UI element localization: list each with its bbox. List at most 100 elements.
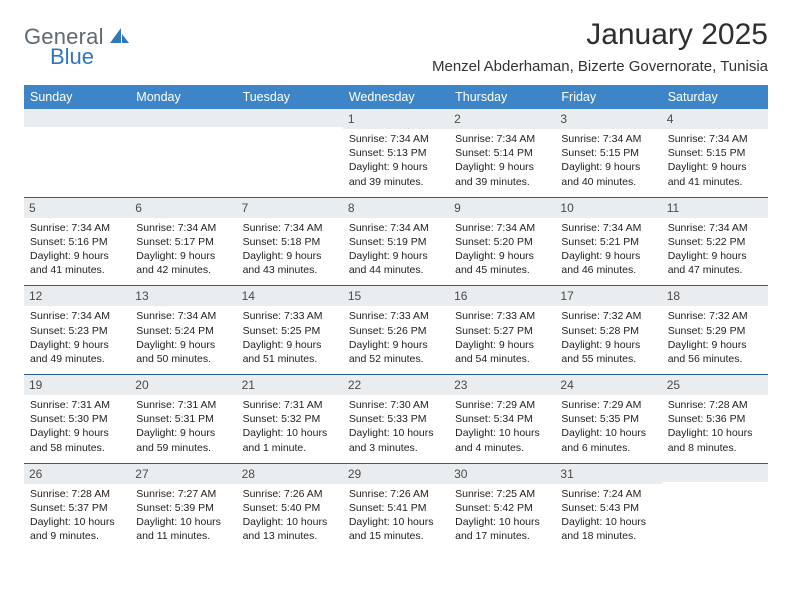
weekday-header: Friday (555, 85, 661, 109)
calendar-page: General Blue January 2025 Menzel Abderha… (0, 0, 792, 551)
sunset-text: Sunset: 5:31 PM (136, 412, 230, 426)
sunrise-text: Sunrise: 7:33 AM (243, 309, 337, 323)
day-number: 12 (24, 286, 130, 306)
day-details: Sunrise: 7:31 AMSunset: 5:32 PMDaylight:… (243, 398, 337, 455)
sunrise-text: Sunrise: 7:31 AM (243, 398, 337, 412)
sunrise-text: Sunrise: 7:29 AM (561, 398, 655, 412)
calendar-cell: 11Sunrise: 7:34 AMSunset: 5:22 PMDayligh… (662, 197, 768, 286)
daylight-text: Daylight: 9 hours and 55 minutes. (561, 338, 655, 366)
day-number: 25 (662, 375, 768, 395)
sunset-text: Sunset: 5:41 PM (349, 501, 443, 515)
sunset-text: Sunset: 5:32 PM (243, 412, 337, 426)
sunset-text: Sunset: 5:18 PM (243, 235, 337, 249)
calendar-cell: 21 Sunrise: 7:31 AMSunset: 5:32 PMDayligh… (237, 375, 343, 464)
sunrise-text: Sunrise: 7:31 AM (30, 398, 124, 412)
daylight-text: Daylight: 9 hours and 41 minutes. (668, 160, 762, 188)
day-number: 28 (237, 464, 343, 484)
day-number: 2 (449, 109, 555, 129)
logo-text-blue: Blue (50, 44, 94, 70)
calendar-cell: 18 Sunrise: 7:32 AMSunset: 5:29 PMDayligh… (662, 286, 768, 375)
sunset-text: Sunset: 5:19 PM (349, 235, 443, 249)
calendar-row: 5Sunrise: 7:34 AMSunset: 5:16 PMDaylight… (24, 197, 768, 286)
day-details: Sunrise: 7:34 AMSunset: 5:14 PMDaylight:… (455, 132, 549, 189)
calendar-cell: 10Sunrise: 7:34 AMSunset: 5:21 PMDayligh… (555, 197, 661, 286)
sunset-text: Sunset: 5:37 PM (30, 501, 124, 515)
daylight-text: Daylight: 9 hours and 49 minutes. (30, 338, 124, 366)
day-details: Sunrise: 7:34 AMSunset: 5:15 PMDaylight:… (668, 132, 762, 189)
calendar-cell (237, 109, 343, 197)
calendar-row: 1Sunrise: 7:34 AMSunset: 5:13 PMDaylight… (24, 109, 768, 197)
calendar-cell: 23Sunrise: 7:29 AMSunset: 5:34 PMDayligh… (449, 375, 555, 464)
calendar-cell: 30 Sunrise: 7:25 AMSunset: 5:42 PMDayligh… (449, 463, 555, 551)
sunset-text: Sunset: 5:30 PM (30, 412, 124, 426)
day-details: Sunrise: 7:34 AMSunset: 5:20 PMDaylight:… (455, 221, 549, 278)
day-details: Sunrise: 7:31 AMSunset: 5:31 PMDaylight:… (136, 398, 230, 455)
calendar-cell: 12 Sunrise: 7:34 AMSunset: 5:23 PMDayligh… (24, 286, 130, 375)
sunset-text: Sunset: 5:40 PM (243, 501, 337, 515)
sunset-text: Sunset: 5:17 PM (136, 235, 230, 249)
calendar-cell: 1 Sunrise: 7:34 AMSunset: 5:13 PMDaylight… (343, 109, 449, 197)
day-details: Sunrise: 7:32 AMSunset: 5:29 PMDaylight:… (668, 309, 762, 366)
day-number: 1 (343, 109, 449, 129)
sunrise-text: Sunrise: 7:28 AM (668, 398, 762, 412)
day-number: 26 (24, 464, 130, 484)
sunset-text: Sunset: 5:23 PM (30, 324, 124, 338)
sunset-text: Sunset: 5:25 PM (243, 324, 337, 338)
sunrise-text: Sunrise: 7:33 AM (455, 309, 549, 323)
title-block: January 2025 Menzel Abderhaman, Bizerte … (432, 18, 768, 75)
sunset-text: Sunset: 5:13 PM (349, 146, 443, 160)
daylight-text: Daylight: 10 hours and 11 minutes. (136, 515, 230, 543)
sunrise-text: Sunrise: 7:34 AM (30, 221, 124, 235)
day-details: Sunrise: 7:26 AMSunset: 5:41 PMDaylight:… (349, 487, 443, 544)
daylight-text: Daylight: 10 hours and 9 minutes. (30, 515, 124, 543)
day-details: Sunrise: 7:29 AMSunset: 5:35 PMDaylight:… (561, 398, 655, 455)
day-number (662, 464, 768, 482)
daylight-text: Daylight: 10 hours and 1 minute. (243, 426, 337, 454)
day-details: Sunrise: 7:29 AMSunset: 5:34 PMDaylight:… (455, 398, 549, 455)
day-details: Sunrise: 7:25 AMSunset: 5:42 PMDaylight:… (455, 487, 549, 544)
day-number: 21 (237, 375, 343, 395)
calendar-cell: 27Sunrise: 7:27 AMSunset: 5:39 PMDayligh… (130, 463, 236, 551)
sunset-text: Sunset: 5:42 PM (455, 501, 549, 515)
daylight-text: Daylight: 9 hours and 44 minutes. (349, 249, 443, 277)
day-details: Sunrise: 7:34 AMSunset: 5:17 PMDaylight:… (136, 221, 230, 278)
sunrise-text: Sunrise: 7:25 AM (455, 487, 549, 501)
sunrise-text: Sunrise: 7:34 AM (561, 221, 655, 235)
day-details: Sunrise: 7:26 AMSunset: 5:40 PMDaylight:… (243, 487, 337, 544)
day-details: Sunrise: 7:34 AMSunset: 5:16 PMDaylight:… (30, 221, 124, 278)
day-number: 31 (555, 464, 661, 484)
daylight-text: Daylight: 9 hours and 40 minutes. (561, 160, 655, 188)
calendar-cell: 15Sunrise: 7:33 AMSunset: 5:26 PMDayligh… (343, 286, 449, 375)
calendar-table: Sunday Monday Tuesday Wednesday Thursday… (24, 85, 768, 551)
day-details: Sunrise: 7:34 AMSunset: 5:23 PMDaylight:… (30, 309, 124, 366)
daylight-text: Daylight: 9 hours and 50 minutes. (136, 338, 230, 366)
daylight-text: Daylight: 9 hours and 54 minutes. (455, 338, 549, 366)
sunset-text: Sunset: 5:16 PM (30, 235, 124, 249)
day-details: Sunrise: 7:33 AMSunset: 5:27 PMDaylight:… (455, 309, 549, 366)
sunrise-text: Sunrise: 7:34 AM (349, 132, 443, 146)
sunrise-text: Sunrise: 7:33 AM (349, 309, 443, 323)
daylight-text: Daylight: 9 hours and 59 minutes. (136, 426, 230, 454)
day-number: 17 (555, 286, 661, 306)
sunrise-text: Sunrise: 7:34 AM (561, 132, 655, 146)
calendar-cell: 7Sunrise: 7:34 AMSunset: 5:18 PMDaylight… (237, 197, 343, 286)
day-details: Sunrise: 7:28 AMSunset: 5:37 PMDaylight:… (30, 487, 124, 544)
sunrise-text: Sunrise: 7:34 AM (136, 221, 230, 235)
sunrise-text: Sunrise: 7:32 AM (561, 309, 655, 323)
day-details: Sunrise: 7:33 AMSunset: 5:25 PMDaylight:… (243, 309, 337, 366)
sunset-text: Sunset: 5:14 PM (455, 146, 549, 160)
day-number: 7 (237, 198, 343, 218)
calendar-cell: 31Sunrise: 7:24 AMSunset: 5:43 PMDayligh… (555, 463, 661, 551)
day-details: Sunrise: 7:34 AMSunset: 5:13 PMDaylight:… (349, 132, 443, 189)
day-number: 30 (449, 464, 555, 484)
day-number: 9 (449, 198, 555, 218)
day-number: 6 (130, 198, 236, 218)
day-number: 18 (662, 286, 768, 306)
day-details: Sunrise: 7:34 AMSunset: 5:24 PMDaylight:… (136, 309, 230, 366)
weekday-header: Monday (130, 85, 236, 109)
calendar-cell: 25 Sunrise: 7:28 AMSunset: 5:36 PMDayligh… (662, 375, 768, 464)
day-details: Sunrise: 7:28 AMSunset: 5:36 PMDaylight:… (668, 398, 762, 455)
calendar-cell: 26 Sunrise: 7:28 AMSunset: 5:37 PMDayligh… (24, 463, 130, 551)
sunrise-text: Sunrise: 7:34 AM (455, 132, 549, 146)
calendar-cell: 16Sunrise: 7:33 AMSunset: 5:27 PMDayligh… (449, 286, 555, 375)
